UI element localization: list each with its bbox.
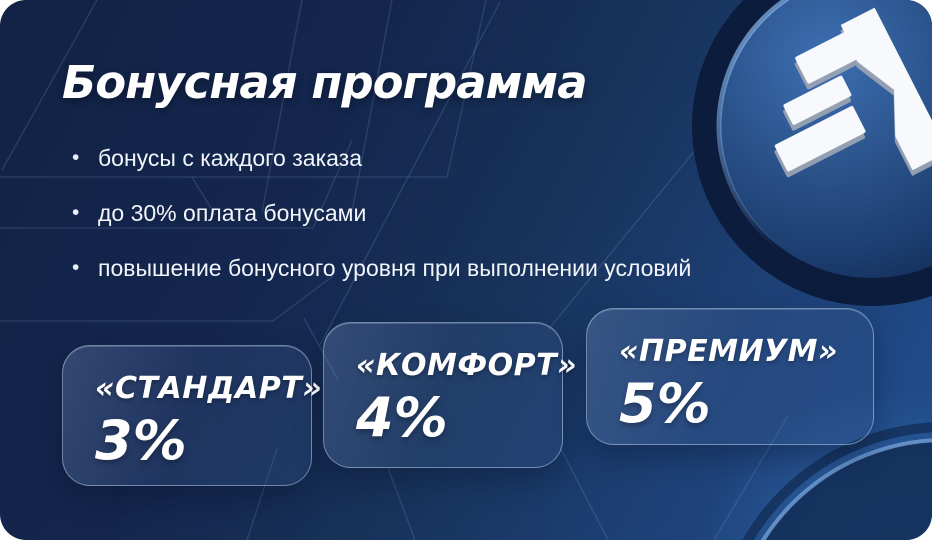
bullet-icon: • [72,256,80,279]
list-item: • бонусы с каждого заказа [72,145,691,171]
bullet-icon: • [72,201,80,224]
benefit-text: бонусы с каждого заказа [98,145,363,171]
benefits-list: • бонусы с каждого заказа • до 30% оплат… [72,145,691,310]
tier-name: «СТАНДАРТ» [95,371,323,406]
tier-card-standart: «СТАНДАРТ» 3% [62,345,323,486]
brand-logo-badge [692,0,932,306]
brand-logo-icon [774,7,932,172]
benefit-text: до 30% оплата бонусами [98,200,367,226]
tier-percent: 3% [95,409,187,472]
list-item: • повышение бонусного уровня при выполне… [72,255,691,281]
list-item: • до 30% оплата бонусами [72,200,691,226]
tier-card-premium: «ПРЕМИУМ» 5% [586,308,874,445]
brand-logo-icon-small [904,513,932,540]
tier-card-komfort: «КОМФОРТ» 4% [323,322,578,468]
tier-percent: 4% [356,386,448,449]
tier-percent: 5% [619,372,711,435]
tier-name: «ПРЕМИУМ» [619,334,839,369]
benefit-text: повышение бонусного уровня при выполнени… [98,255,692,281]
page-title: Бонусная программа [62,56,588,109]
bullet-icon: • [72,146,80,169]
tier-name: «КОМФОРТ» [356,348,578,383]
